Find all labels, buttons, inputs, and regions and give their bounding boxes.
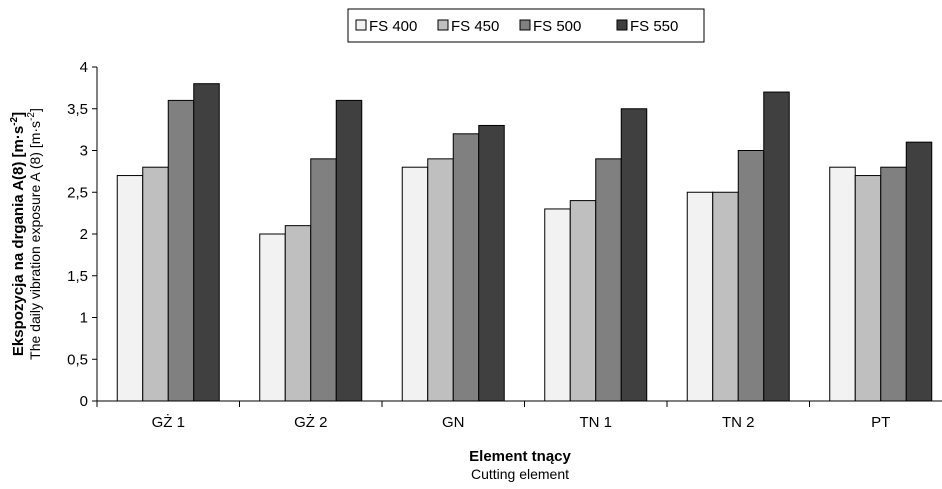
x-axis-title-pl: Element tnący [469, 448, 571, 465]
legend-swatch [437, 19, 449, 31]
legend-label: FS 550 [630, 18, 678, 35]
y-tick-label: 3,5 [67, 101, 88, 118]
x-tick-label: PT [871, 414, 890, 431]
y-tick-label: 1,5 [67, 268, 88, 285]
x-tick-label: GŻ 2 [294, 413, 327, 431]
bar-fs-500 [737, 150, 765, 402]
legend-swatch [519, 19, 531, 31]
bar-fs-550 [335, 99, 363, 402]
bar-fs-550 [193, 83, 220, 402]
axes: 0 0,5 1 1,5 2 2,5 3 3,5 4 GŻ 1 GŻ 2 GN TN 1 TN 2 PT [67, 59, 942, 431]
bar-fs-500 [452, 133, 480, 402]
y-axis-title: Ekspozycja na drgania A(8) [m·s-2] The d… [9, 108, 43, 360]
x-tick-label: TN 2 [722, 414, 755, 431]
bar-fs-550 [478, 124, 505, 402]
bar-fs-500 [167, 99, 195, 402]
y-tick-label: 0,5 [67, 351, 88, 368]
bar-fs-400 [401, 166, 429, 402]
bar-fs-550 [620, 108, 648, 402]
bar-fs-450 [284, 225, 312, 402]
bar-fs-400 [544, 208, 571, 402]
bar-fs-450 [427, 158, 454, 402]
y-tick-label: 2,5 [67, 184, 88, 201]
x-axis-title-en: Cutting element [471, 466, 569, 482]
x-tick-label: GŻ 1 [152, 413, 185, 431]
bar-fs-450 [142, 166, 169, 402]
legend: FS 400 FS 450 FS 500 FS 550 [347, 8, 705, 43]
y-tick-label: 4 [80, 59, 88, 76]
bar-fs-400 [259, 233, 286, 402]
legend-swatch [355, 19, 367, 31]
legend-label: FS 500 [533, 18, 581, 35]
bar-fs-550 [905, 141, 933, 402]
bar-fs-500 [595, 158, 622, 402]
legend-swatch [616, 19, 628, 31]
bar-fs-500 [880, 166, 907, 402]
bar-fs-450 [569, 200, 597, 402]
bar-fs-550 [763, 91, 790, 402]
bar-fs-500 [310, 158, 337, 402]
y-tick-label: 2 [80, 226, 88, 243]
bar-fs-400 [686, 191, 714, 402]
bar-fs-400 [829, 166, 856, 402]
legend-label: FS 450 [451, 18, 499, 35]
x-tick-label: TN 1 [579, 414, 612, 431]
y-axis-title-pl: Ekspozycja na drgania A(8) [m·s-2] [9, 112, 27, 356]
legend-label: FS 400 [369, 18, 417, 35]
y-tick-label: 0 [80, 393, 88, 410]
y-tick-label: 1 [80, 310, 88, 327]
bar-fs-450 [854, 175, 882, 402]
y-axis-title-en: The daily vibration exposure A (8) [m·s-… [26, 108, 43, 360]
y-tick-label: 3 [80, 143, 88, 160]
bar-fs-450 [712, 191, 739, 402]
x-tick-label: GN [442, 414, 465, 431]
bars [116, 83, 933, 402]
bar-fs-400 [116, 175, 144, 402]
